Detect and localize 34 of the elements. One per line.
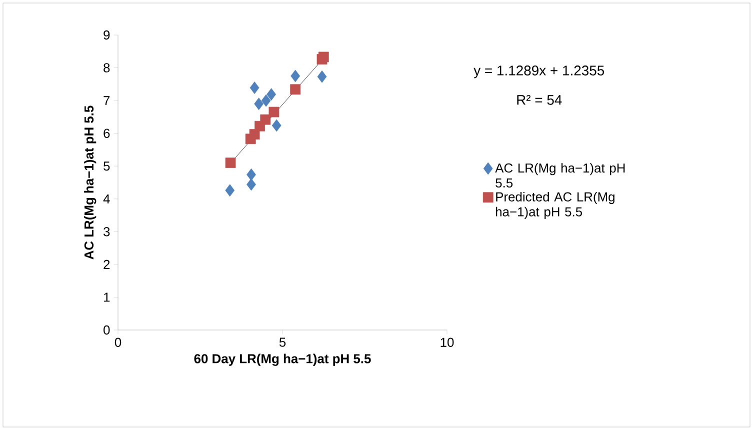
y-tick-label: 5 xyxy=(104,162,110,171)
point xyxy=(290,70,300,82)
y-tick-label: 3 xyxy=(104,227,110,236)
y-tick-label: 7 xyxy=(104,96,110,106)
point xyxy=(272,119,282,132)
point xyxy=(317,70,327,83)
y-tick-label: 2 xyxy=(104,260,110,269)
point xyxy=(246,178,256,191)
point xyxy=(318,52,329,62)
point xyxy=(225,184,235,197)
x-axis-title: 60 Day LR(Mg ha−1)at pH 5.5 xyxy=(194,354,371,366)
legend-label: Predicted AC LR(Mg ha−1)at pH 5.5 xyxy=(496,192,614,219)
y-tick-label: 9 xyxy=(104,30,110,40)
y-tick-label: 6 xyxy=(104,128,110,138)
point xyxy=(254,98,264,110)
legend-label: AC LR(Mg ha−1)at pH 5.5 xyxy=(495,163,625,188)
x-tick-label: 10 xyxy=(440,338,454,347)
y-tick-label: 1 xyxy=(104,292,110,302)
point xyxy=(268,106,280,118)
point xyxy=(290,84,301,95)
x-tick-label: 0 xyxy=(114,338,122,347)
y-axis-title: AC LR(Mg ha−1)at pH 5.5 xyxy=(84,106,96,260)
point xyxy=(266,88,276,101)
x-tick-label: 5 xyxy=(279,338,286,347)
y-tick-label: 4 xyxy=(103,194,110,204)
point xyxy=(250,82,260,94)
text: y = 1.1289x + 1.2355 xyxy=(474,66,604,78)
text: R² = 54 xyxy=(517,94,562,105)
y-tick-label: 8 xyxy=(104,63,110,72)
point xyxy=(246,168,256,181)
point xyxy=(225,158,236,168)
y-tick-label: 0 xyxy=(104,325,110,335)
point xyxy=(261,94,271,107)
point xyxy=(260,114,271,125)
